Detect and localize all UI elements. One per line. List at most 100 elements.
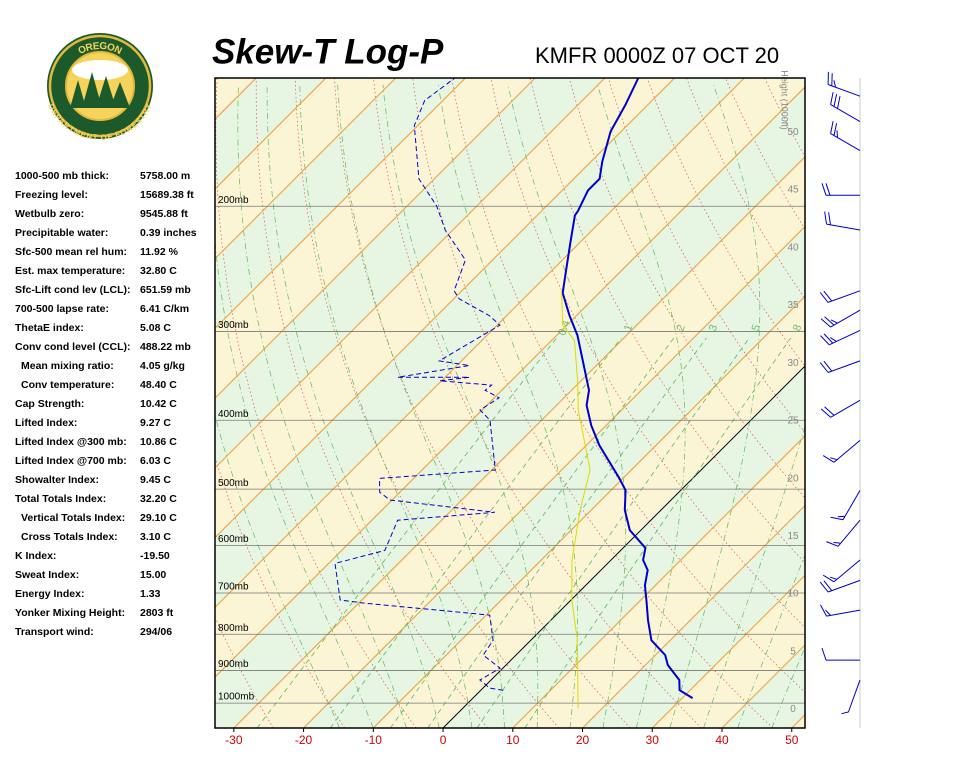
index-label: Precipitable water: xyxy=(15,227,108,239)
wind-barb-path xyxy=(831,490,860,519)
index-value: 4.05 g/kg xyxy=(140,360,185,372)
x-tick-label: 0 xyxy=(440,733,447,747)
wind-barb-path xyxy=(822,183,860,195)
index-value: 5.08 C xyxy=(140,322,171,334)
index-label: Lifted Index @700 mb: xyxy=(15,455,127,467)
index-label: Vertical Totals Index: xyxy=(21,512,125,524)
pressure-label: 500mb xyxy=(218,478,249,489)
pressure-label: 1000mb xyxy=(218,692,255,703)
wind-barb xyxy=(821,605,861,616)
wind-barb-path xyxy=(821,310,860,327)
index-value: 651.59 mb xyxy=(140,284,191,296)
moist-adiabat xyxy=(875,85,960,728)
title: Skew-T Log-P xyxy=(212,32,444,71)
wind-barb xyxy=(831,490,860,519)
index-value: 15.00 xyxy=(140,569,166,581)
wind-barb-path xyxy=(823,560,860,582)
index-value: 3.10 C xyxy=(140,531,171,543)
index-label: K Index: xyxy=(15,550,56,562)
wind-barb xyxy=(825,212,860,230)
isotherm xyxy=(792,78,960,728)
index-label: Transport wind: xyxy=(15,626,94,638)
wind-barb xyxy=(823,440,860,462)
dry-adiabat xyxy=(882,78,960,728)
index-label: Sfc-500 mean rel hum: xyxy=(15,246,127,258)
wind-barbs xyxy=(820,72,860,714)
index-value: 488.22 mb xyxy=(140,341,191,353)
index-value: 9545.88 ft xyxy=(140,208,188,220)
index-label: Conv cond level (CCL): xyxy=(15,341,131,353)
pressure-label: 800mb xyxy=(218,623,249,634)
index-value: 5758.00 m xyxy=(140,170,190,182)
wind-barb-path xyxy=(820,361,860,373)
wind-barb xyxy=(826,520,860,546)
index-value: 6.41 C/km xyxy=(140,303,189,315)
index-value: 10.42 C xyxy=(140,398,177,410)
dry-adiabat xyxy=(921,78,960,728)
index-value: 10.86 C xyxy=(140,436,177,448)
index-value: 15689.38 ft xyxy=(140,189,194,201)
height-label: 15 xyxy=(787,531,799,542)
wind-barb xyxy=(820,361,860,373)
index-label: Total Totals Index: xyxy=(15,493,106,505)
wind-barb xyxy=(831,92,860,121)
x-tick-label: -20 xyxy=(295,733,313,747)
index-label: Est. max temperature: xyxy=(15,265,125,277)
index-label: Yonker Mixing Height: xyxy=(15,607,125,619)
wind-barb xyxy=(821,330,861,344)
index-label: 700-500 lapse rate: xyxy=(15,303,109,315)
wind-barb xyxy=(841,680,860,714)
moist-adiabat xyxy=(806,85,960,728)
wind-barb xyxy=(823,560,860,582)
index-value: 11.92 % xyxy=(140,246,179,258)
height-label: 35 xyxy=(787,300,799,311)
index-value: 29.10 C xyxy=(140,512,177,524)
wind-barb xyxy=(821,310,860,327)
x-tick-label: 20 xyxy=(576,733,590,747)
x-tick-label: 10 xyxy=(506,733,520,747)
wind-barb xyxy=(820,580,860,592)
index-value: 48.40 C xyxy=(140,379,177,391)
index-label: Conv temperature: xyxy=(21,379,114,391)
logo: OREGON DEPARTMENT OF FORESTRY xyxy=(46,33,154,142)
isotherm xyxy=(861,78,960,728)
index-label: Lifted Index: xyxy=(15,417,77,429)
height-label: 10 xyxy=(787,589,799,600)
x-tick-label: 30 xyxy=(646,733,660,747)
wind-barb-path xyxy=(823,440,860,462)
index-label: Lifted Index @300 mb: xyxy=(15,436,127,448)
index-label: Freezing level: xyxy=(15,189,88,201)
x-tick-label: -30 xyxy=(225,733,243,747)
wind-barb-path xyxy=(826,520,860,546)
index-value: 32.20 C xyxy=(140,493,177,505)
index-label: Sfc-Lift cond lev (LCL): xyxy=(15,284,131,296)
index-label: Mean mixing ratio: xyxy=(21,360,114,372)
height-label: 30 xyxy=(787,358,799,369)
index-value: 1.33 xyxy=(140,588,161,600)
wind-barb-path xyxy=(821,605,861,616)
x-tick-label: -10 xyxy=(365,733,383,747)
index-value: 6.03 C xyxy=(140,455,171,467)
index-label: Sweat Index: xyxy=(15,569,79,581)
height-label: 25 xyxy=(787,416,799,427)
wind-barb xyxy=(822,183,860,195)
temperature-band xyxy=(792,78,960,728)
wind-barb xyxy=(831,121,860,150)
height-label: 5 xyxy=(790,646,796,657)
height-label: 20 xyxy=(787,473,799,484)
index-value: 9.45 C xyxy=(140,474,171,486)
station: KMFR 0000Z 07 OCT 20 xyxy=(535,43,779,68)
index-label: ThetaE index: xyxy=(15,322,84,334)
wind-barb-path xyxy=(820,580,860,592)
moist-adiabat xyxy=(841,85,960,728)
pressure-label: 300mb xyxy=(218,320,249,331)
pressure-label: 200mb xyxy=(218,195,249,206)
x-tick-label: 40 xyxy=(715,733,729,747)
index-value: 2803 ft xyxy=(140,607,174,619)
x-tick-label: 50 xyxy=(785,733,799,747)
index-label: Cross Totals Index: xyxy=(21,531,118,543)
wind-barb-path xyxy=(841,680,860,714)
dry-adiabat xyxy=(804,78,960,728)
